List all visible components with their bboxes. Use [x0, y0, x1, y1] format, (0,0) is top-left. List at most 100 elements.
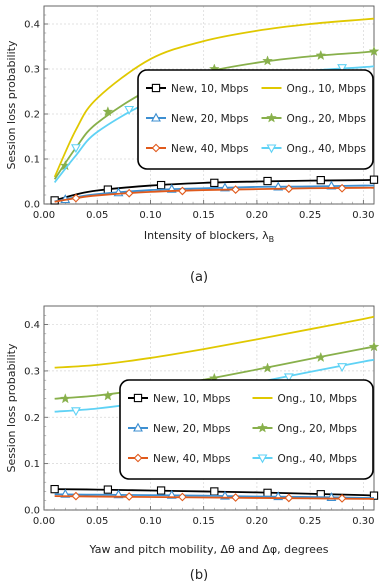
data-point — [71, 407, 81, 417]
x-tick-label: 0.10 — [139, 210, 161, 221]
legend-label: Ong., 40, Mbps — [287, 143, 367, 155]
data-point — [124, 105, 135, 115]
series-line — [54, 495, 375, 500]
legend-item-ong40: Ong., 40, Mbps — [261, 143, 367, 155]
chart-panel-a: 0.00 0.05 0.10 0.15 0.20 0.25 0.30 0.0 0.1 0.2 0.3… — [5, 5, 380, 285]
data-point — [368, 341, 380, 352]
data-point — [178, 186, 187, 196]
x-tick-label: 0.05 — [86, 210, 108, 221]
series-line — [54, 178, 375, 202]
data-point — [337, 494, 347, 503]
series-new10 — [50, 484, 379, 500]
data-point — [71, 144, 81, 154]
y-tick-label: 0.4 — [24, 320, 40, 331]
legend-item-new10: New, 10, Mbps — [146, 83, 248, 95]
series-new40 — [54, 491, 375, 503]
legend-item-ong40: Ong., 40, Mbps — [252, 453, 358, 465]
legend-label: New, 10, Mbps — [171, 83, 248, 95]
legend-marker — [266, 144, 277, 154]
y-tick-label: 0.0 — [24, 506, 40, 517]
legend-box — [119, 379, 374, 480]
legend-marker — [151, 83, 161, 93]
data-point — [263, 488, 272, 497]
data-point — [210, 487, 219, 496]
legend-marker — [133, 422, 143, 432]
x-tick-label: 0.00 — [33, 210, 55, 221]
series-new40 — [54, 183, 375, 203]
data-point — [262, 362, 273, 373]
data-point — [337, 183, 347, 193]
legend-item-new10: New, 10, Mbps — [128, 393, 230, 405]
x-tick-label: 0.15 — [193, 210, 215, 221]
legend-label: Ong., 10, Mbps — [278, 393, 358, 405]
series-line — [54, 186, 375, 203]
y-axis-label: Session loss probability — [5, 40, 18, 169]
data-point — [369, 175, 379, 184]
series-line — [54, 493, 375, 499]
data-point — [231, 493, 240, 502]
data-point — [210, 178, 219, 187]
series-new10 — [50, 175, 379, 205]
legend-marker — [151, 143, 161, 153]
legend-label: Ong., 10, Mbps — [287, 83, 367, 95]
x-tick-label: 0.25 — [299, 210, 321, 221]
data-point — [71, 193, 81, 203]
data-point — [71, 491, 81, 501]
y-tick-label: 0.2 — [24, 413, 40, 424]
data-point — [315, 49, 327, 61]
data-point — [124, 188, 134, 198]
y-tick-label: 0.3 — [24, 65, 40, 76]
legend-label: New, 40, Mbps — [171, 143, 248, 155]
x-tick-label: 0.25 — [299, 516, 321, 527]
legend-label: Ong., 20, Mbps — [287, 113, 367, 125]
x-tick-label: 0.10 — [139, 516, 161, 527]
legend-label: New, 40, Mbps — [153, 453, 230, 465]
data-point — [231, 185, 240, 194]
data-point — [124, 492, 134, 501]
y-tick-label: 0.3 — [24, 366, 40, 377]
legend-label: Ong., 20, Mbps — [278, 423, 358, 435]
data-point — [315, 351, 327, 362]
y-tick-label: 0.2 — [24, 110, 40, 121]
legend-item-new20: New, 20, Mbps — [128, 422, 230, 435]
x-tick-label: 0.05 — [86, 516, 108, 527]
legend-marker — [133, 453, 143, 463]
legend-item-ong10: Ong., 10, Mbps — [261, 83, 367, 95]
x-axis-label: Intensity of blockers, λB — [144, 229, 274, 244]
legend-marker — [266, 112, 277, 123]
data-point — [262, 55, 273, 66]
legend-label: Ong., 40, Mbps — [278, 453, 358, 465]
data-point — [103, 485, 113, 494]
panel-caption: (b) — [190, 568, 208, 582]
data-point — [316, 176, 325, 185]
data-point — [284, 184, 294, 194]
legend-marker — [257, 454, 268, 464]
data-point — [337, 64, 347, 73]
data-point — [156, 180, 166, 190]
series-ong10 — [53, 17, 375, 178]
series-line — [53, 17, 375, 178]
series-line — [54, 315, 375, 369]
y-tick-label: 0.1 — [24, 155, 40, 166]
data-point — [102, 390, 114, 401]
legend-item-ong10: Ong., 10, Mbps — [252, 393, 358, 405]
y-tick-label: 0.1 — [24, 459, 40, 470]
series-line — [54, 345, 375, 400]
data-point — [283, 373, 294, 383]
data-point — [156, 486, 166, 495]
data-point — [178, 492, 187, 502]
y-tick-label: 0.4 — [24, 20, 40, 31]
y-tick-label: 0.0 — [24, 200, 40, 211]
legend: New, 10, Mbps Ong., 10, Mbps New, 20, Mbps… — [137, 69, 374, 170]
series-line — [54, 184, 375, 203]
series-line — [54, 488, 375, 497]
legend-item-new20: New, 20, Mbps — [146, 112, 248, 125]
y-axis-label: Session loss probability — [5, 343, 18, 472]
legend-marker — [257, 422, 268, 433]
data-point — [102, 106, 114, 117]
x-tick-label: 0.20 — [246, 210, 268, 221]
panel-caption: (a) — [190, 270, 208, 285]
legend-item-ong20: Ong., 20, Mbps — [261, 112, 367, 125]
data-point — [284, 493, 294, 503]
